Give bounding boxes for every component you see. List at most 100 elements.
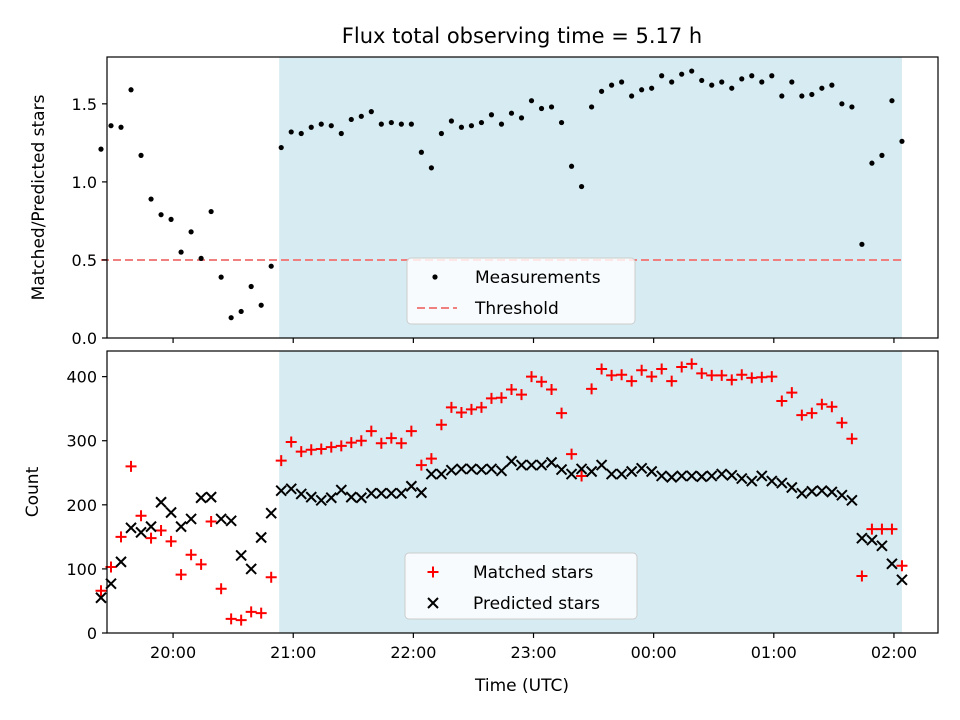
matched-star-marker xyxy=(806,407,818,419)
predicted-star-marker xyxy=(585,465,598,478)
matched-star-marker xyxy=(876,523,888,535)
matched-star-marker xyxy=(846,433,858,445)
predicted-star-marker xyxy=(796,487,808,499)
data-point xyxy=(488,112,495,118)
matched-star-marker xyxy=(566,448,578,460)
data-point xyxy=(779,93,785,99)
y-axis-label: Count xyxy=(23,466,43,517)
data-point xyxy=(729,85,735,91)
data-point xyxy=(849,104,855,110)
data-point xyxy=(508,110,515,116)
matched-star-marker xyxy=(586,383,598,395)
matched-star-marker xyxy=(636,364,648,376)
predicted-star-marker xyxy=(145,520,157,533)
predicted-star-marker xyxy=(185,513,197,525)
matched-star-marker xyxy=(135,510,147,522)
y-tick-label: 400 xyxy=(66,368,97,387)
data-point xyxy=(498,121,505,127)
matched-star-marker xyxy=(435,419,447,431)
predicted-star-marker xyxy=(555,463,568,476)
matched-star-marker xyxy=(736,369,748,381)
predicted-star-marker xyxy=(345,491,358,503)
matched-star-marker xyxy=(485,392,497,404)
predicted-star-marker xyxy=(475,463,488,476)
y-axis-label: Matched/Predicted stars xyxy=(29,94,49,300)
legend-label: Predicted stars xyxy=(473,594,600,614)
x-tick-label: 01:00 xyxy=(751,643,797,662)
data-point xyxy=(448,118,455,124)
predicted-star-marker xyxy=(245,563,257,575)
matched-star-marker xyxy=(355,435,367,447)
predicted-star-marker xyxy=(385,487,398,499)
predicted-star-marker xyxy=(515,459,528,471)
predicted-star-marker xyxy=(355,492,368,504)
data-point xyxy=(248,283,254,290)
data-point xyxy=(819,85,825,91)
data-point xyxy=(388,119,394,126)
x-tick-label: 22:00 xyxy=(390,643,436,662)
data-point xyxy=(478,119,485,126)
y-tick-label: 1.0 xyxy=(72,173,97,192)
predicted-star-marker xyxy=(826,486,838,498)
data-point xyxy=(749,73,755,79)
chart-title: Flux total observing time = 5.17 h xyxy=(342,24,702,48)
matched-star-marker xyxy=(606,369,618,381)
matched-star-marker xyxy=(676,361,688,373)
matched-star-marker xyxy=(776,395,788,407)
data-point xyxy=(889,98,895,104)
predicted-star-marker xyxy=(726,469,738,482)
legend: Matched stars Predicted stars xyxy=(404,552,638,620)
matched-star-marker xyxy=(505,383,517,395)
predicted-star-marker xyxy=(95,592,107,604)
predicted-star-marker xyxy=(155,496,167,508)
matched-star-marker xyxy=(95,585,107,597)
data-point xyxy=(188,229,194,235)
series-measurements xyxy=(98,68,905,321)
predicted-star-marker xyxy=(776,477,788,489)
matched-star-marker xyxy=(225,613,237,625)
matched-star-marker xyxy=(696,367,708,379)
x-axis-label: Time (UTC) xyxy=(474,676,569,696)
x-tick-label: 23:00 xyxy=(510,643,556,662)
matched-star-marker xyxy=(515,389,527,401)
matched-star-marker xyxy=(315,443,327,455)
data-point xyxy=(208,208,214,215)
predicted-star-marker xyxy=(505,455,518,467)
data-point xyxy=(759,79,765,85)
predicted-star-marker xyxy=(365,487,378,499)
matched-star-marker xyxy=(716,369,728,381)
data-point xyxy=(839,101,845,107)
data-point xyxy=(198,255,204,261)
predicted-star-marker xyxy=(766,475,778,487)
matched-star-marker xyxy=(215,583,227,595)
matched-star-marker xyxy=(425,453,437,465)
data-point xyxy=(719,79,725,85)
data-point xyxy=(869,160,875,166)
predicted-star-marker xyxy=(786,481,798,494)
matched-star-marker xyxy=(155,524,167,536)
data-point xyxy=(679,71,685,77)
predicted-star-marker xyxy=(545,456,558,469)
legend-marker xyxy=(427,597,439,609)
predicted-star-marker xyxy=(455,463,468,475)
data-point xyxy=(368,109,374,115)
predicted-star-marker xyxy=(425,468,438,480)
data-point xyxy=(528,98,535,104)
matched-star-marker xyxy=(365,425,377,437)
data-point xyxy=(168,216,174,222)
matched-star-marker xyxy=(886,523,898,535)
predicted-star-marker xyxy=(485,463,498,475)
predicted-star-marker xyxy=(706,470,718,482)
predicted-star-marker xyxy=(465,463,478,475)
predicted-star-marker xyxy=(645,465,658,478)
data-point xyxy=(108,123,114,129)
data-point xyxy=(739,76,745,82)
predicted-star-marker xyxy=(435,468,448,480)
matched-star-marker xyxy=(465,403,477,415)
predicted-star-marker xyxy=(135,526,147,539)
data-point xyxy=(609,82,615,88)
matched-star-marker xyxy=(375,437,387,449)
predicted-star-marker xyxy=(896,574,908,586)
data-point xyxy=(328,123,334,129)
